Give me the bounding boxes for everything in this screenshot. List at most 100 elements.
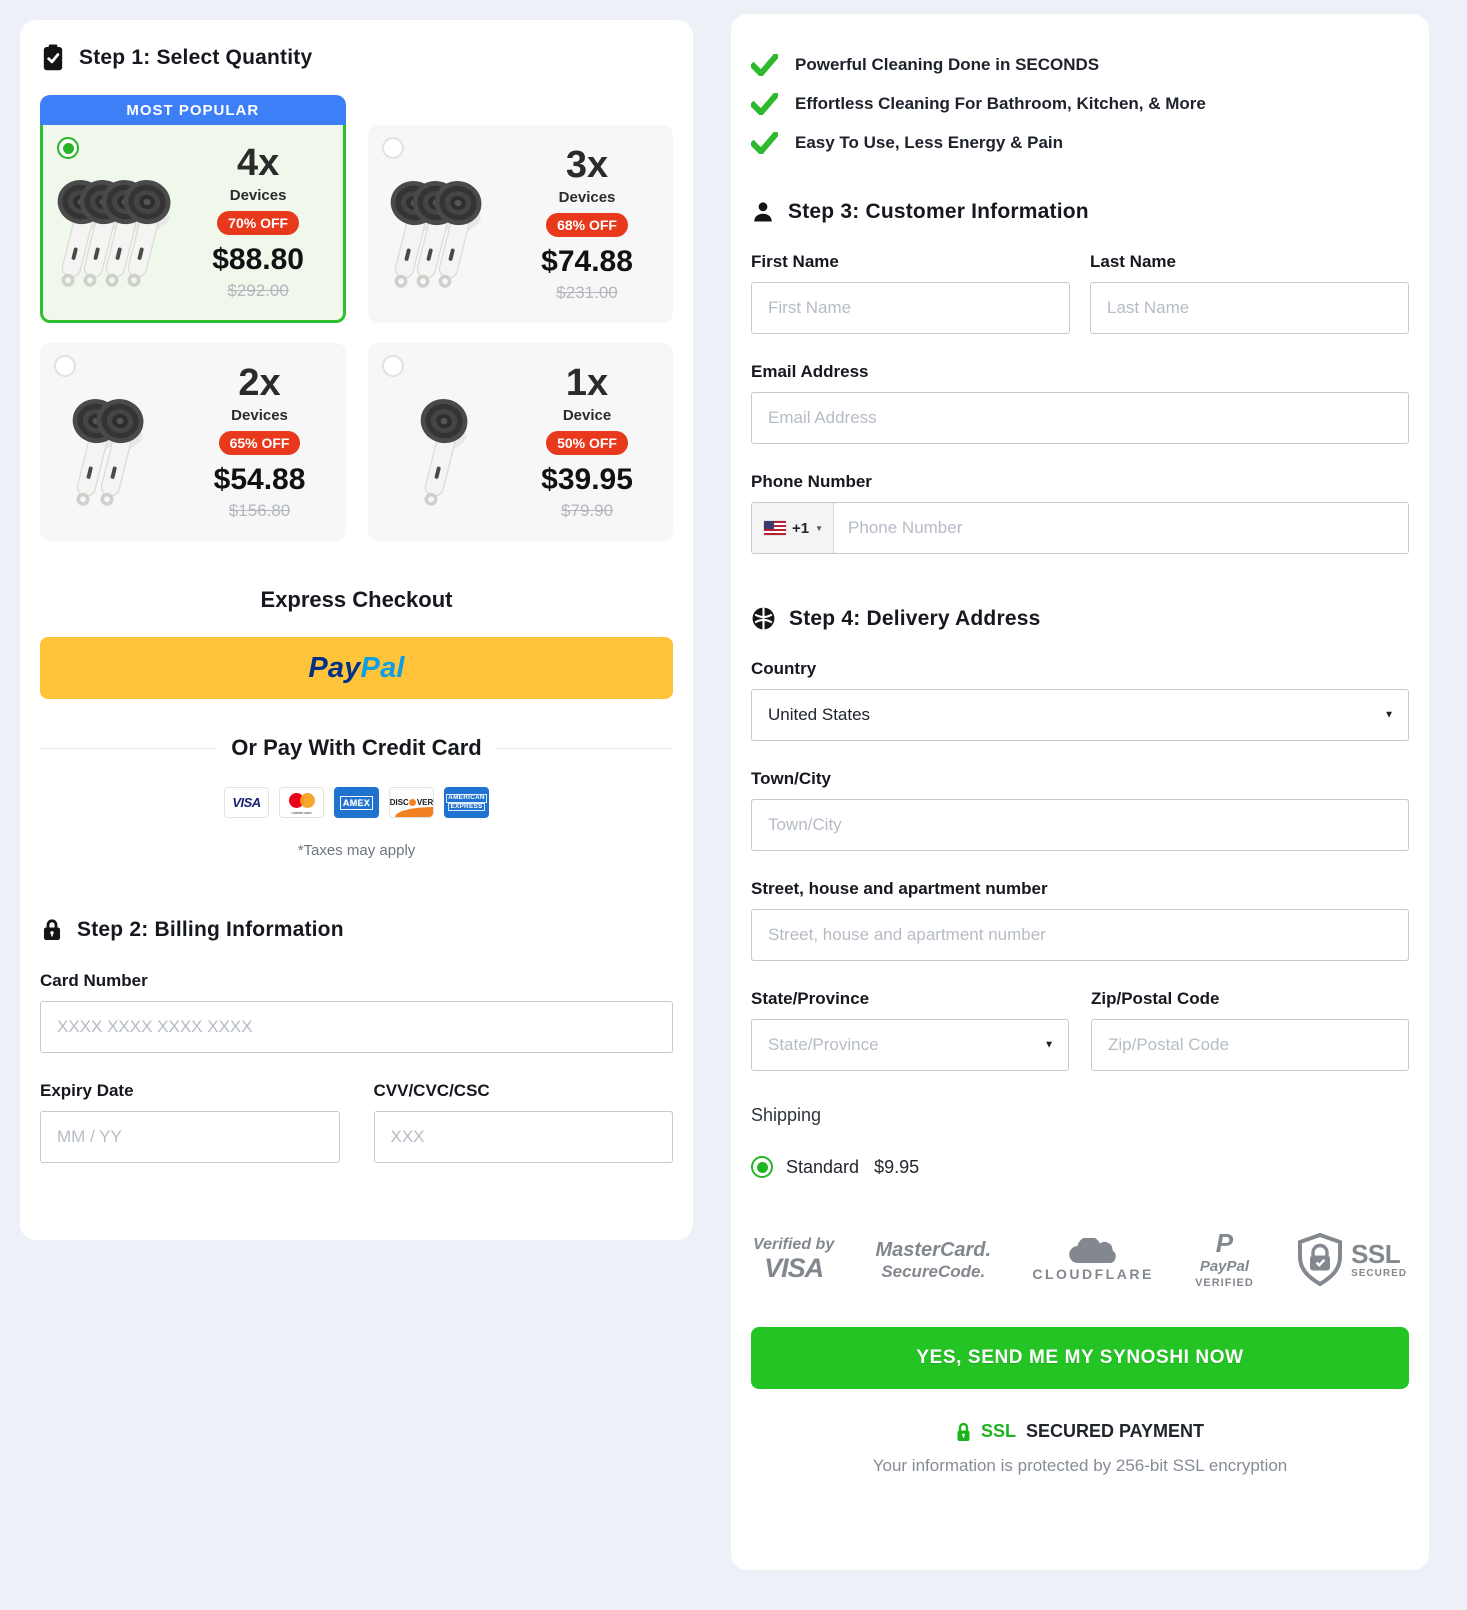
shipping-price: $9.95 [874,1156,920,1177]
street-input[interactable] [751,909,1409,961]
quantity-radio-3x[interactable] [381,137,404,159]
credit-card-divider: Or Pay With Credit Card [40,735,673,761]
discount-badge: 65% OFF [218,430,301,455]
city-input[interactable] [751,799,1409,851]
product-option-3x[interactable]: 3x Devices 68% OFF $74.88 $231.00 [367,95,673,323]
step3-title: Step 3: Customer Information [788,200,1089,223]
country-select[interactable]: United States ▼ [751,689,1409,741]
step1-title: Step 1: Select Quantity [79,45,313,69]
benefit-item: Easy To Use, Less Energy & Pain [751,132,1409,154]
expiry-label: Expiry Date [40,1081,134,1100]
quantity-unit: Devices [231,406,288,424]
secured-payment-text: SECURED PAYMENT [1025,1421,1205,1441]
quantity-value: 2x [238,361,281,404]
shipping-option-name: Standard [786,1156,860,1177]
quantity-radio-1x[interactable] [381,355,404,377]
cloudflare-badge: CLOUDFLARE [1032,1238,1153,1281]
paypal-button[interactable]: PayPal [40,637,673,699]
discount-badge: 50% OFF [546,430,628,455]
quantity-radio-4x[interactable] [57,137,79,159]
product-image-1x [368,362,512,522]
quantity-unit: Devices [558,188,616,206]
product-image-4x [43,143,184,303]
benefit-list: Powerful Cleaning Done in SECONDS Effort… [751,54,1409,154]
country-value: United States [768,705,871,724]
quantity-radio-2x[interactable] [54,355,76,377]
email-label: Email Address [751,362,869,381]
paypal-logo: PayPal [308,651,405,684]
paypal-verified-badge: P PayPal VERIFIED [1195,1228,1254,1289]
product-image-2x [40,362,184,522]
phone-input[interactable] [834,503,1408,553]
clipboard-check-icon [43,44,63,71]
check-icon [751,132,778,154]
email-input[interactable] [751,392,1409,444]
mastercard-securecode-badge: MasterCard. SecureCode. [875,1238,992,1281]
quantity-value: 3x [565,143,609,186]
quantity-unit: Device [562,406,612,424]
person-icon [754,202,772,222]
state-placeholder: State/Province [768,1035,879,1054]
trust-badges: Verified by VISA MasterCard. SecureCode.… [751,1230,1409,1289]
city-label: Town/City [751,769,831,788]
discount-badge: 68% OFF [546,212,628,237]
product-image-3x [368,144,512,304]
first-name-input[interactable] [751,282,1070,334]
shipping-option-standard[interactable]: Standard $9.95 [751,1156,1409,1178]
step3-header: Step 3: Customer Information [751,200,1409,224]
state-label: State/Province [751,989,870,1008]
taxes-note: *Taxes may apply [297,842,416,859]
card-number-label: Card Number [40,971,148,990]
step2-title: Step 2: Billing Information [77,918,344,941]
quantity-options: MOST POPULAR 4x Devices 70% OFF $88.80 $… [40,95,673,541]
expiry-input[interactable] [40,1111,340,1163]
visa-icon: VISA [224,787,269,818]
last-name-input[interactable] [1090,282,1409,334]
order-panel: Step 1: Select Quantity MOST POPULAR 4x … [20,20,693,1240]
product-option-2x[interactable]: 2x Devices 65% OFF $54.88 $156.80 [40,343,346,541]
ssl-secured-payment: SSL SECURED PAYMENT [751,1421,1409,1442]
zip-input[interactable] [1091,1019,1409,1071]
product-option-1x[interactable]: 1x Device 50% OFF $39.95 $79.90 [367,343,673,541]
benefit-item: Powerful Cleaning Done in SECONDS [751,54,1409,76]
step4-header: Step 4: Delivery Address [751,606,1409,631]
check-icon [751,54,778,76]
cvv-label: CVV/CVC/CSC [373,1081,490,1100]
quantity-value: 4x [236,142,280,184]
cvv-input[interactable] [373,1111,673,1163]
ssl-secured-badge: SSL SECURED [1295,1232,1407,1288]
ssl-note: Your information is protected by 256-bit… [872,1456,1288,1475]
express-checkout-title: Express Checkout [260,587,453,612]
chevron-down-icon: ▼ [1384,709,1394,721]
mastercard-icon: mastercard [279,787,324,818]
step4-title: Step 4: Delivery Address [789,606,1041,630]
discount-badge: 70% OFF [217,211,300,235]
quantity-value: 1x [565,361,609,404]
price: $88.80 [212,243,304,276]
amex-icon: AMEX [334,787,379,818]
old-price: $156.80 [228,500,291,520]
phone-country-selector[interactable]: +1 ▼ [752,503,835,553]
zip-label: Zip/Postal Code [1091,989,1220,1008]
submit-order-button[interactable]: YES, SEND ME MY SYNOSHI NOW [751,1327,1409,1389]
old-price: $231.00 [556,282,618,302]
benefit-item: Effortless Cleaning For Bathroom, Kitche… [751,93,1409,115]
country-label: Country [751,659,817,678]
card-number-input[interactable] [40,1001,673,1053]
shipping-radio[interactable] [751,1156,773,1178]
step1-header: Step 1: Select Quantity [40,44,673,71]
old-price: $79.90 [561,500,614,520]
discover-icon: DISC VER [389,787,434,818]
state-select[interactable]: State/Province ▼ [751,1019,1069,1071]
old-price: $292.00 [227,281,289,300]
phone-field: +1 ▼ [751,502,1409,554]
street-label: Street, house and apartment number [751,879,1048,898]
green-lock-icon [957,1422,970,1441]
price: $54.88 [213,462,306,496]
step2-header: Step 2: Billing Information [40,917,673,943]
last-name-label: Last Name [1090,252,1176,271]
card-brand-icons: VISA mastercard AMEX DISC VER AMERICAN EX… [40,787,673,818]
chevron-down-icon: ▼ [1044,1039,1054,1051]
product-option-4x[interactable]: MOST POPULAR 4x Devices 70% OFF $88.80 $… [40,95,346,323]
us-flag-icon [764,521,786,535]
